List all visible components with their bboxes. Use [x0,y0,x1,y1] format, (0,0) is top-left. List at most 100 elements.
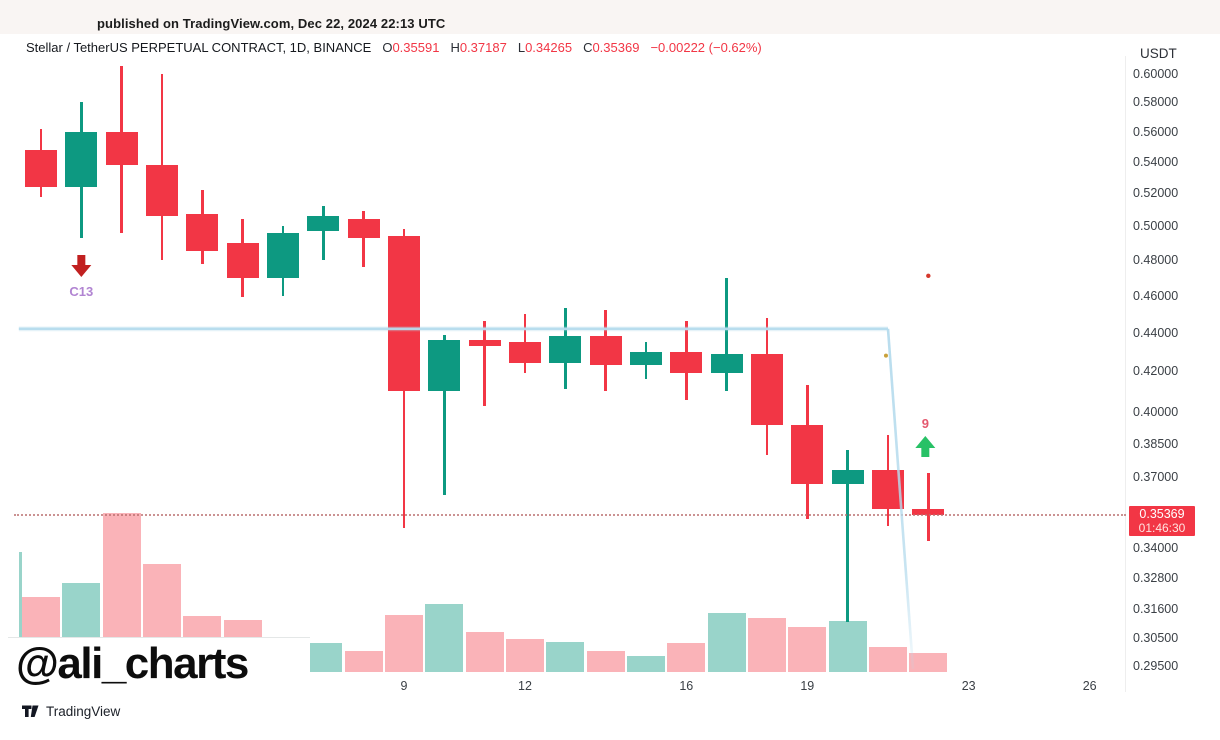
volume-bar-Dec-20 [828,621,867,672]
price-tick-0.50000: 0.50000 [1133,219,1179,234]
price-axis-divider [1125,56,1126,692]
volume-bar-Dec-8 [344,651,383,672]
candle-body-Dec-2 [105,131,138,165]
volume-bar-Dec-10 [425,603,464,672]
price-axis-currency: USDT [1140,46,1177,61]
volume-bar-edge-partial [18,551,22,672]
chart-legend: Stellar / TetherUS PERPETUAL CONTRACT, 1… [26,40,762,55]
candle-body-Dec-15 [629,351,662,366]
volume-bar-Dec-13 [546,641,585,672]
candle-wick-Dec-11 [483,321,486,406]
candle-body-Dec-16 [670,351,703,374]
candle-wick-Dec-8 [362,211,365,268]
price-tick-0.58000: 0.58000 [1133,95,1179,110]
price-tick-0.32800: 0.32800 [1133,570,1179,585]
volume-bar-Dec-11 [465,632,504,672]
watermark-text: @ali_charts [16,639,249,688]
low-label: L [517,40,526,55]
candle-body-Dec-6 [266,232,299,278]
tradingview-attribution[interactable]: TradingView [22,704,120,719]
price-tick-0.37000: 0.37000 [1133,470,1179,485]
volume-bar-Dec-19 [788,627,827,672]
candle-wick-Dec-10 [443,334,446,496]
price-tick-0.30500: 0.30500 [1133,631,1179,646]
ohlc-open: O0.35591 [382,40,439,55]
volume-bar-Dec-16 [667,643,706,672]
time-tick-23: 23 [961,679,976,693]
price-tick-0.46000: 0.46000 [1133,288,1179,303]
time-tick-16: 16 [679,679,694,693]
candle-wick-Dec-7 [322,206,325,261]
price-tick-0.48000: 0.48000 [1133,253,1179,268]
watermark: @ali_charts [8,637,310,698]
candle-body-Dec-20 [831,470,864,484]
ohlc-close: C0.35369 [583,40,639,55]
volume-bar-Dec-22 [909,652,948,672]
price-tick-0.60000: 0.60000 [1133,67,1179,81]
candle-body-Dec-9 [387,236,420,392]
sell-signal-label: C13 [69,284,94,299]
candle-body-Dec-13 [549,336,582,364]
last-price-value: 0.35369 [1139,507,1185,521]
price-tick-0.54000: 0.54000 [1133,154,1179,169]
candle-wick-Dec-22 [927,472,930,542]
price-tick-0.31600: 0.31600 [1133,601,1179,616]
volume-bar-Dec-17 [707,613,746,672]
close-value: 0.35369 [592,40,640,55]
open-label: O [382,40,393,55]
volume-bar-Dec-9 [384,614,423,672]
buy-signal-label: 9 [921,416,929,431]
bar-close-countdown: 01:46:30 [1138,521,1186,535]
symbol-title: Stellar / TetherUS PERPETUAL CONTRACT, 1… [26,40,372,55]
volume-bar-Dec-7 [304,643,343,672]
candle-body-Dec-11 [468,340,501,346]
tradingview-logo-icon [22,705,39,717]
price-tick-0.56000: 0.56000 [1133,124,1179,139]
candle-body-Dec-21 [871,470,904,510]
candle-body-Dec-18 [750,353,783,425]
close-label: C [583,40,593,55]
time-tick-19: 19 [800,679,815,693]
high-value: 0.37187 [459,40,507,55]
change-text: −0.00222 (−0.62%) [650,40,762,55]
ohlc-low: L0.34265 [518,40,572,55]
time-tick-12: 12 [518,679,532,693]
candle-body-Dec-3 [145,164,178,217]
candle-body-Dec-22 [912,509,945,515]
candle-body-Dec-1 [65,131,98,187]
candle-wick-Dec-17 [725,277,728,392]
last-price-flag: 0.35369 01:46:30 [1129,506,1195,536]
price-tick-0.34000: 0.34000 [1133,540,1179,555]
candle-body-Dec-19 [791,424,824,484]
candle-body-Dec-4 [186,214,219,252]
candle-body-Dec-12 [508,342,541,364]
price-tick-0.38500: 0.38500 [1133,436,1179,451]
price-tick-0.42000: 0.42000 [1133,364,1179,379]
high-label: H [450,40,460,55]
current-price-line [14,514,1126,516]
candle-wick-Dec-20 [846,450,849,622]
candle-body-Dec-10 [428,340,461,392]
time-tick-26: 26 [1082,679,1097,693]
low-value: 0.34265 [525,40,573,55]
volume-bar-Dec-14 [586,651,625,672]
open-value: 0.35591 [392,40,440,55]
price-tick-0.29500: 0.29500 [1133,658,1179,673]
candle-body-Nov-30 [25,149,57,187]
candle-body-Dec-5 [226,242,259,278]
volume-bar-Dec-12 [505,638,544,672]
tradingview-brand-text: TradingView [46,704,121,719]
price-tick-0.52000: 0.52000 [1133,186,1179,201]
volume-bar-Dec-18 [747,617,786,672]
volume-bar-Dec-15 [626,656,665,672]
ohlc-high: H0.37187 [450,40,506,55]
candle-body-Dec-8 [347,219,380,238]
top-strip [0,0,1220,34]
published-caption: published on TradingView.com, Dec 22, 20… [97,16,446,31]
volume-bar-Dec-21 [868,646,907,672]
price-tick-0.40000: 0.40000 [1133,405,1179,420]
time-tick-9: 9 [400,679,408,693]
candle-body-Dec-17 [710,353,743,374]
candle-body-Dec-7 [307,216,340,232]
candle-body-Dec-14 [589,336,622,366]
